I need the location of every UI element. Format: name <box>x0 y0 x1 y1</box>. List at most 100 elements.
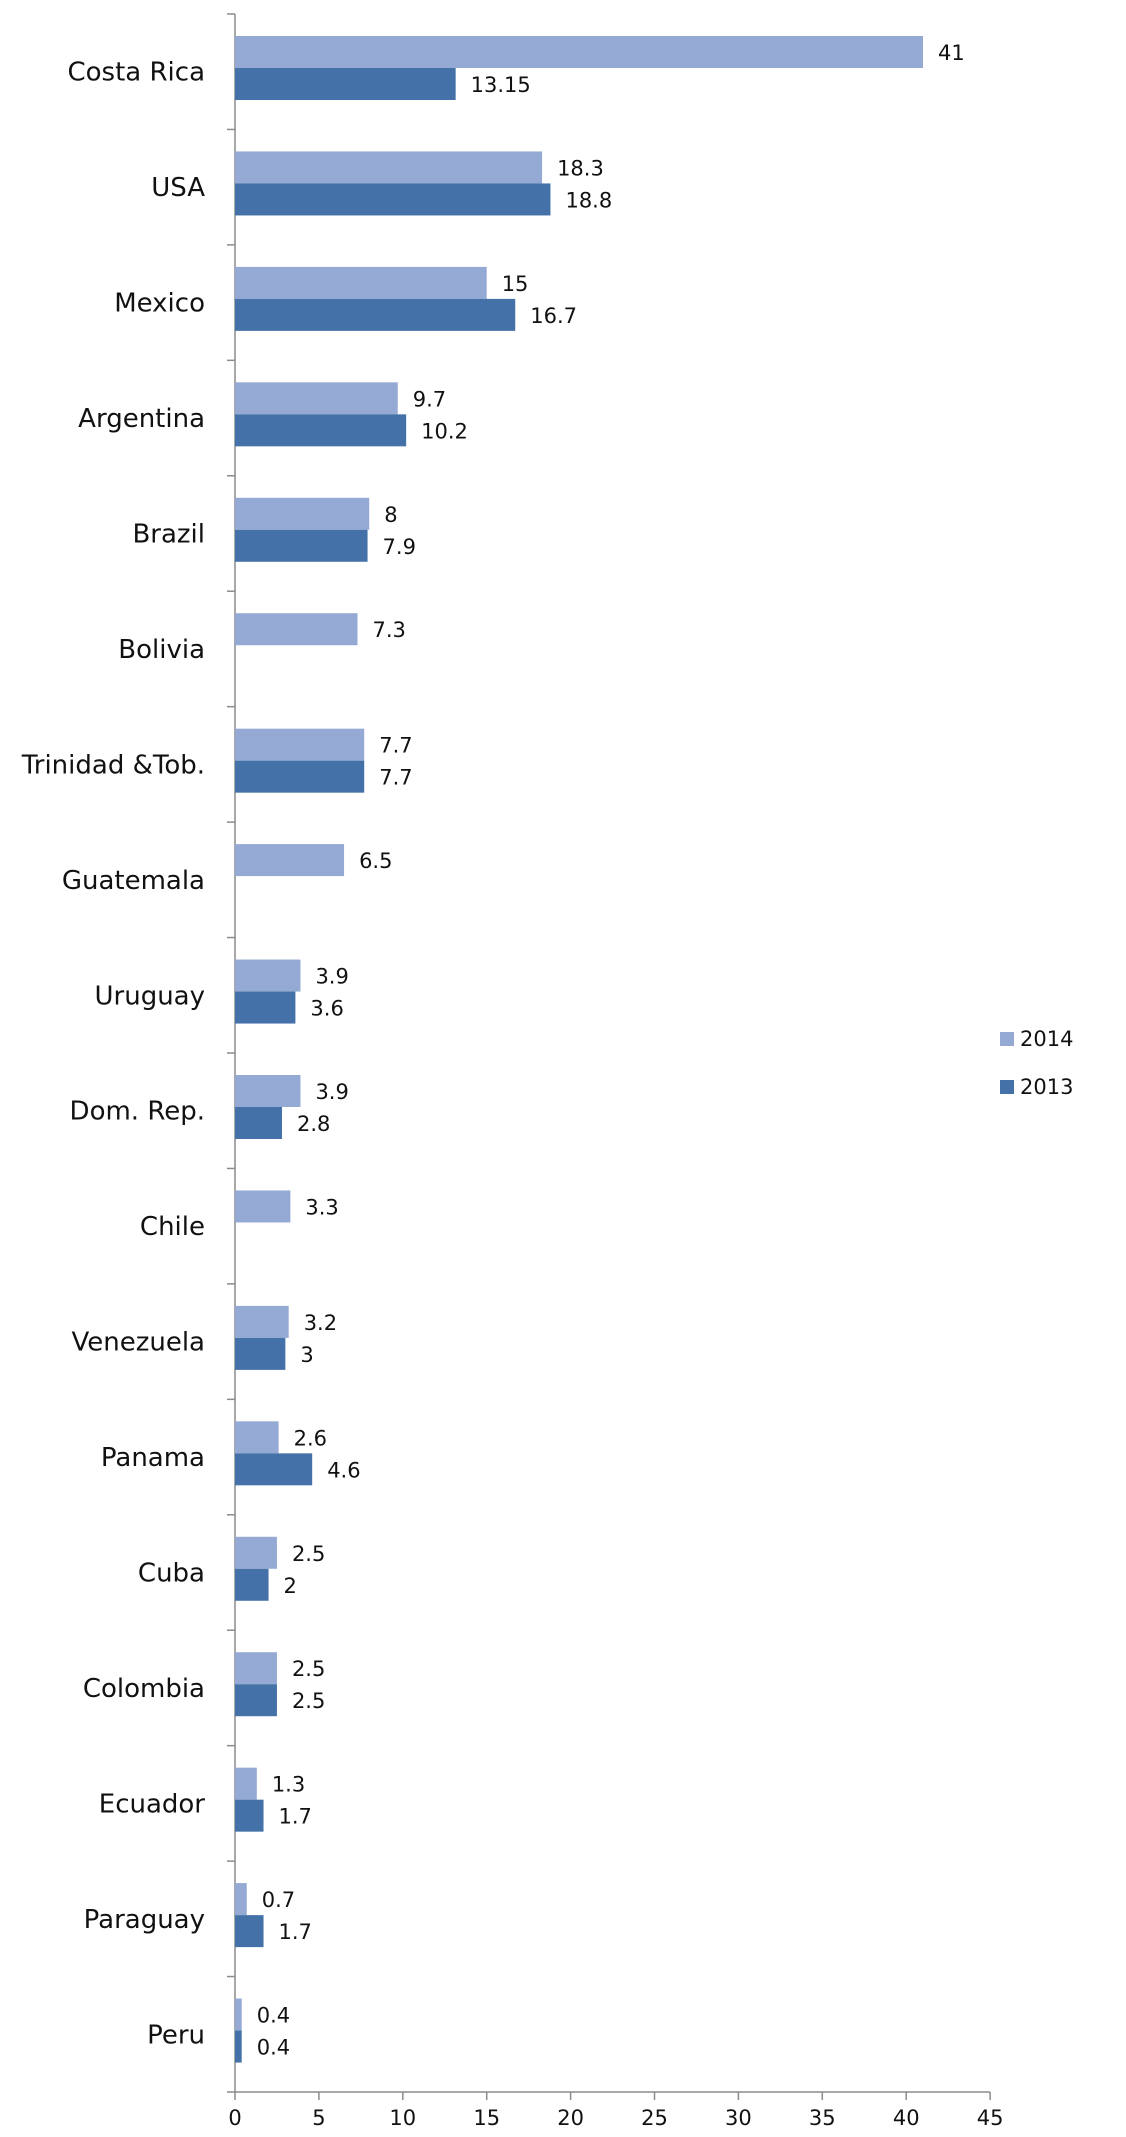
data-label: 3.2 <box>304 1311 337 1335</box>
category-label: Paraguay <box>84 1905 205 1935</box>
data-label: 41 <box>938 41 965 65</box>
category-label: Mexico <box>114 289 205 319</box>
bar-2013 <box>235 68 456 100</box>
bar-2013 <box>235 1915 264 1948</box>
chart-labels: Costa Rica USA Mexico Argentina Brazil Bolivi… <box>21 41 965 2060</box>
data-label: 6.5 <box>359 849 392 873</box>
bar-2014 <box>235 613 358 646</box>
bar-2014 <box>235 1883 247 1916</box>
data-label: 2.5 <box>292 1542 325 1566</box>
bar-2013 <box>235 1337 286 1370</box>
bar-2013 <box>235 183 551 216</box>
category-label: USA <box>151 173 205 203</box>
data-label: 2.8 <box>297 1112 330 1136</box>
data-label: 7.7 <box>379 766 412 790</box>
data-label: 0.7 <box>262 1888 295 1912</box>
data-label: 1.7 <box>279 1805 312 1829</box>
data-label: 8 <box>384 503 397 527</box>
bar-2014 <box>235 1536 277 1569</box>
bar-2014 <box>235 959 301 992</box>
bar-2014 <box>235 728 365 761</box>
data-label: 0.4 <box>257 2036 290 2060</box>
data-label: 3.9 <box>315 1080 348 1104</box>
bar-2013 <box>235 1453 313 1486</box>
bar-2014 <box>235 266 487 299</box>
data-label: 18.8 <box>565 188 612 212</box>
data-label: 3 <box>300 1343 313 1367</box>
data-label: 1.3 <box>272 1773 305 1797</box>
bar-2013 <box>235 529 368 562</box>
data-label: 2.6 <box>294 1426 327 1450</box>
legend-label: 2013 <box>1020 1075 1073 1099</box>
category-label: Colombia <box>83 1674 205 1704</box>
bar-2014 <box>235 1190 291 1223</box>
bar-2013 <box>235 1684 277 1717</box>
data-label: 3.9 <box>315 965 348 989</box>
chart-bars <box>235 36 923 2063</box>
category-label: Trinidad &Tob. <box>21 750 205 780</box>
data-label: 9.7 <box>413 387 446 411</box>
data-label: 2.5 <box>292 1689 325 1713</box>
data-label: 10.2 <box>421 419 468 443</box>
legend-label: 2014 <box>1020 1027 1073 1051</box>
bar-2014 <box>235 1652 277 1685</box>
bar-2014 <box>235 1767 257 1800</box>
x-tick-label: 10 <box>389 2106 416 2130</box>
data-label: 3.3 <box>305 1195 338 1219</box>
data-label: 2 <box>284 1574 297 1598</box>
legend-swatch <box>1000 1080 1014 1094</box>
data-label: 7.7 <box>379 734 412 758</box>
bar-2013 <box>235 298 516 331</box>
bar-2013 <box>235 1799 264 1832</box>
x-tick-label: 30 <box>725 2106 752 2130</box>
category-label: Argentina <box>78 404 205 434</box>
data-label: 7.3 <box>372 618 405 642</box>
category-label: Bolivia <box>118 635 205 665</box>
data-label: 7.9 <box>383 535 416 559</box>
bar-2014 <box>235 1998 242 2031</box>
data-label: 16.7 <box>530 304 577 328</box>
bar-2014 <box>235 382 398 415</box>
category-label: Chile <box>140 1212 205 1242</box>
category-label: Costa Rica <box>67 58 205 88</box>
data-label: 1.7 <box>279 1920 312 1944</box>
category-label: Uruguay <box>95 981 206 1011</box>
data-label: 2.5 <box>292 1657 325 1681</box>
x-tick-label: 20 <box>557 2106 584 2130</box>
data-label: 0.4 <box>257 2004 290 2028</box>
data-label: 15 <box>502 272 529 296</box>
bar-2013 <box>235 1107 282 1139</box>
chart-legend: 2014 2013 <box>1000 1027 1073 1099</box>
bar-2013 <box>235 414 407 447</box>
bar-2013 <box>235 1568 269 1601</box>
bar-2014 <box>235 497 370 530</box>
category-label: Venezuela <box>71 1328 205 1358</box>
bar-2013 <box>235 991 296 1024</box>
legend-swatch <box>1000 1032 1014 1046</box>
data-label: 3.6 <box>310 997 343 1021</box>
x-tick-label: 15 <box>473 2106 500 2130</box>
bar-2014 <box>235 151 543 184</box>
category-label: Cuba <box>138 1559 205 1589</box>
bar-2014 <box>235 1421 279 1454</box>
category-label: Brazil <box>132 520 205 550</box>
x-tick-label: 25 <box>641 2106 668 2130</box>
bar-2013 <box>235 760 365 793</box>
bar-2014 <box>235 36 923 68</box>
x-tick-label: 45 <box>977 2106 1004 2130</box>
x-tick-label: 35 <box>809 2106 836 2130</box>
category-label: Dom. Rep. <box>70 1097 205 1127</box>
x-tick-label: 5 <box>312 2106 325 2130</box>
chart-axes: 0 5 10 15 20 25 30 35 40 45 <box>227 13 1004 2130</box>
bar-2014 <box>235 1075 301 1107</box>
data-label: 4.6 <box>327 1458 360 1482</box>
category-label: Ecuador <box>99 1789 206 1819</box>
data-label: 13.15 <box>471 73 531 97</box>
category-label: Peru <box>147 2020 205 2050</box>
bar-2013 <box>235 2030 242 2063</box>
bar-2014 <box>235 1305 289 1338</box>
category-label: Guatemala <box>62 866 205 896</box>
data-label: 18.3 <box>557 156 604 180</box>
category-label: Panama <box>101 1443 205 1473</box>
